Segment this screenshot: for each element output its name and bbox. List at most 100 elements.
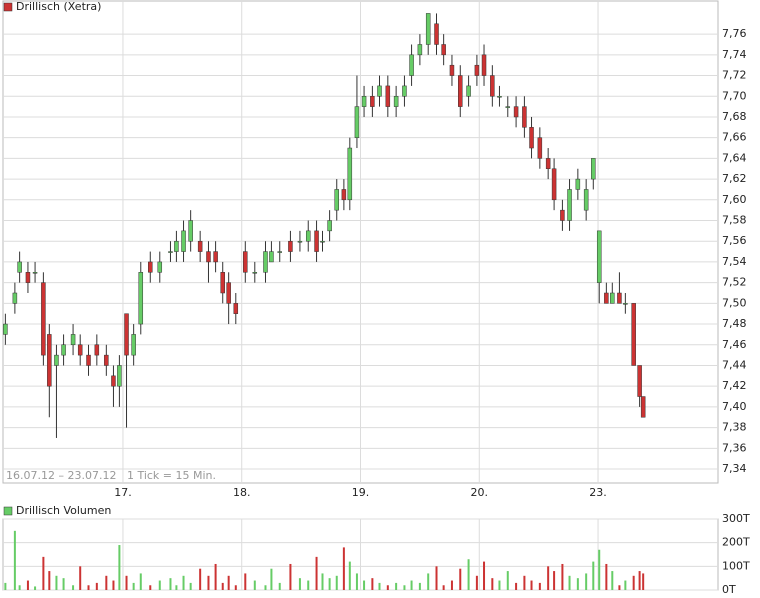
- volume-bar: [576, 578, 579, 590]
- candle-body: [529, 127, 534, 149]
- volume-bar: [79, 566, 82, 590]
- candle-body: [17, 261, 22, 273]
- candle-body: [61, 344, 66, 356]
- volume-bar: [221, 582, 224, 590]
- y-tick-label: 7,50: [722, 296, 747, 309]
- volume-bar: [199, 568, 202, 590]
- candle-body: [12, 292, 18, 304]
- candle-body: [425, 13, 431, 45]
- candle-body: [560, 209, 565, 221]
- candle-body: [327, 220, 332, 232]
- candle-body: [288, 240, 293, 252]
- candle-body: [591, 158, 596, 180]
- volume-bar: [467, 559, 470, 590]
- volume-bar: [605, 563, 608, 590]
- candle-body: [111, 375, 116, 387]
- candle-body: [297, 240, 303, 243]
- y-tick-label: 7,74: [722, 48, 747, 61]
- candle-body: [181, 230, 186, 252]
- volume-bar: [321, 573, 324, 590]
- volume-bar: [118, 545, 121, 590]
- candle-body: [206, 251, 211, 263]
- candle-body: [341, 189, 347, 201]
- x-tick-label: 17.: [114, 486, 132, 499]
- candle-body: [449, 64, 455, 76]
- volume-bar: [491, 578, 494, 590]
- volume-bar: [642, 573, 645, 590]
- volume-title: Drillisch Volumen: [16, 504, 111, 517]
- annotation: 16.07.12 – 23.07.12 1 Tick = 15 Min.: [6, 469, 216, 482]
- y-tick-label: 300T: [722, 512, 750, 525]
- volume-bar: [386, 585, 389, 590]
- candle-body: [354, 106, 360, 138]
- candle-body: [537, 137, 543, 159]
- volume-bar: [515, 582, 518, 590]
- candle-body: [347, 147, 353, 201]
- volume-bar: [410, 580, 413, 590]
- candle-body: [174, 240, 179, 252]
- volume-bar: [335, 575, 338, 590]
- candle-body: [86, 354, 91, 366]
- y-tick-label: 7,58: [722, 214, 747, 227]
- candle-body: [124, 313, 129, 356]
- volume-bar: [363, 580, 366, 590]
- y-tick-label: 7,68: [722, 110, 747, 123]
- volume-bar: [307, 580, 310, 590]
- volume-bar: [618, 585, 621, 590]
- volume-bar: [427, 573, 430, 590]
- candle-body: [320, 240, 325, 243]
- candle-body: [252, 272, 258, 274]
- candle-body: [370, 96, 375, 107]
- candle-body: [305, 230, 311, 242]
- volume-bar: [395, 582, 398, 590]
- candle-body: [596, 230, 602, 283]
- volume-bar: [538, 582, 541, 590]
- y-tick-label: 0T: [722, 583, 736, 596]
- volume-bar: [568, 575, 571, 590]
- candle-body: [188, 220, 193, 242]
- candle-body: [41, 282, 46, 356]
- volume-bar: [611, 571, 614, 590]
- candle-body: [385, 85, 391, 107]
- y-tick-label: 7,64: [722, 151, 747, 164]
- volume-bar: [95, 582, 98, 590]
- candle-body: [263, 251, 268, 273]
- candle-body: [567, 189, 572, 221]
- volume-bar: [289, 563, 292, 590]
- legend-swatch: [3, 506, 13, 516]
- candle-body: [631, 303, 636, 366]
- volume-bar: [227, 575, 230, 590]
- volume-bar: [442, 585, 445, 590]
- candle-body: [377, 85, 382, 97]
- candle-body: [220, 272, 225, 294]
- candle-body: [32, 272, 38, 274]
- candle-body: [505, 106, 511, 108]
- candle-body: [434, 23, 439, 45]
- y-tick-label: 7,36: [722, 441, 747, 454]
- volume-bar: [315, 556, 318, 590]
- volume-bar: [253, 580, 256, 590]
- volume-bar: [418, 582, 421, 590]
- volume-bar: [158, 580, 161, 590]
- y-tick-label: 7,38: [722, 421, 747, 434]
- x-tick-label: 20.: [471, 486, 489, 499]
- candle-body: [393, 96, 399, 107]
- volume-bar: [523, 575, 526, 590]
- candle-body: [361, 96, 367, 107]
- candle-body: [513, 106, 519, 118]
- volume-bar: [371, 578, 374, 590]
- volume-bar: [189, 582, 192, 590]
- volume-bar: [26, 580, 29, 590]
- y-tick-label: 7,34: [722, 462, 747, 475]
- candle-body: [3, 323, 8, 335]
- volume-bar: [214, 563, 217, 590]
- candle-body: [168, 251, 173, 253]
- volume-bar: [72, 585, 75, 590]
- chart-title: Drillisch (Xetra): [16, 0, 101, 13]
- y-tick-label: 7,52: [722, 276, 747, 289]
- volume-bar: [270, 568, 273, 590]
- candle-body: [25, 272, 31, 283]
- volume-bar: [553, 571, 556, 590]
- candle-body: [138, 272, 144, 325]
- volume-bar: [182, 575, 185, 590]
